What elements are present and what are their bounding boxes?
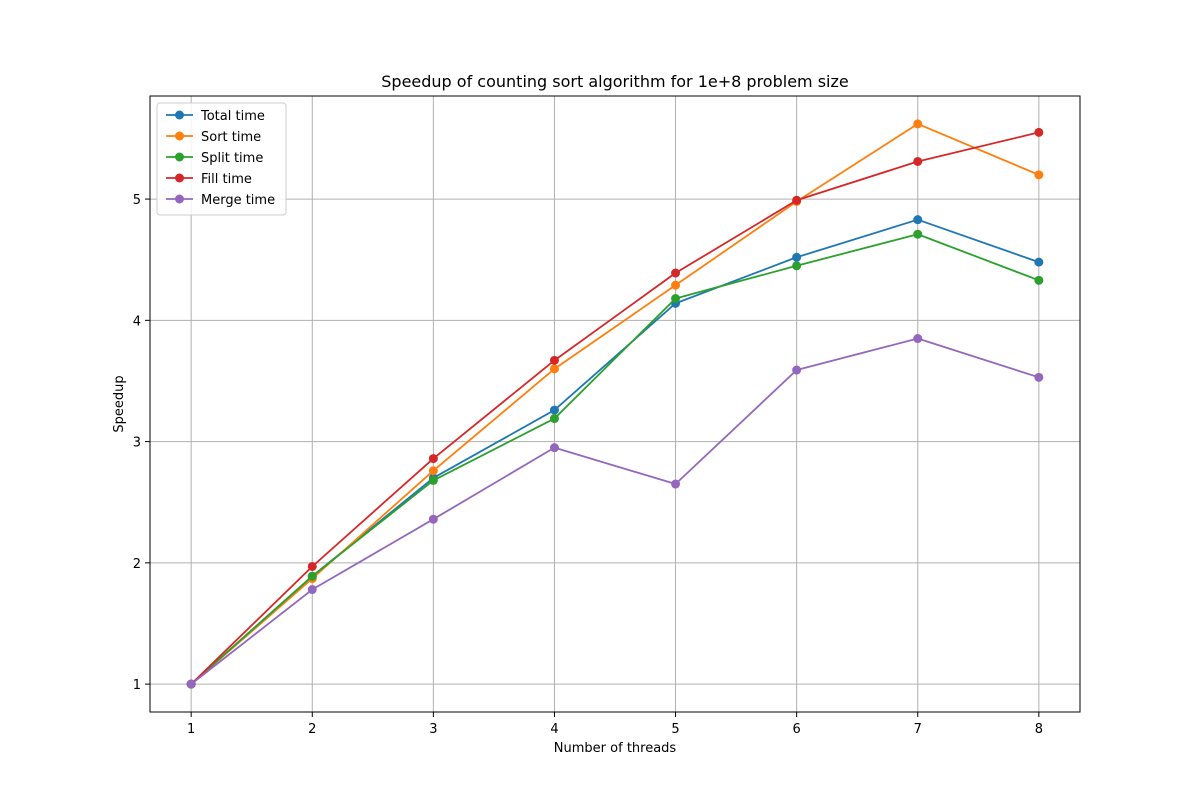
legend-swatch-marker bbox=[175, 111, 184, 120]
data-point-split-time bbox=[913, 230, 922, 239]
data-point-fill-time bbox=[792, 196, 801, 205]
y-tick-label: 1 bbox=[133, 678, 141, 693]
legend-swatch-marker bbox=[175, 195, 184, 204]
x-tick-label: 1 bbox=[187, 722, 195, 737]
data-point-split-time bbox=[1034, 276, 1043, 285]
data-point-merge-time bbox=[550, 443, 559, 452]
legend-label: Split time bbox=[201, 151, 263, 166]
data-point-split-time bbox=[671, 294, 680, 303]
data-point-sort-time bbox=[1034, 170, 1043, 179]
data-point-sort-time bbox=[671, 281, 680, 290]
y-tick-label: 2 bbox=[133, 557, 141, 572]
data-point-fill-time bbox=[671, 269, 680, 278]
data-point-sort-time bbox=[913, 119, 922, 128]
data-point-merge-time bbox=[187, 680, 196, 689]
data-point-total-time bbox=[913, 215, 922, 224]
data-point-split-time bbox=[792, 261, 801, 270]
data-point-fill-time bbox=[429, 454, 438, 463]
data-point-sort-time bbox=[429, 466, 438, 475]
data-point-merge-time bbox=[792, 366, 801, 375]
x-tick-label: 5 bbox=[671, 722, 679, 737]
x-tick-label: 6 bbox=[793, 722, 801, 737]
data-point-fill-time bbox=[308, 562, 317, 571]
data-point-split-time bbox=[429, 476, 438, 485]
x-tick-label: 4 bbox=[550, 722, 558, 737]
data-point-total-time bbox=[550, 406, 559, 415]
legend-label: Fill time bbox=[201, 172, 252, 187]
y-axis-label: Speedup bbox=[112, 375, 127, 432]
y-tick-label: 5 bbox=[133, 193, 141, 208]
x-axis-label: Number of threads bbox=[554, 741, 677, 756]
data-point-fill-time bbox=[913, 157, 922, 166]
legend-swatch-marker bbox=[175, 174, 184, 183]
legend-label: Sort time bbox=[201, 130, 261, 145]
data-point-split-time bbox=[308, 572, 317, 581]
legend-swatch-marker bbox=[175, 132, 184, 141]
y-tick-label: 3 bbox=[133, 436, 141, 451]
data-point-merge-time bbox=[1034, 373, 1043, 382]
y-tick-label: 4 bbox=[133, 314, 141, 329]
data-point-merge-time bbox=[913, 334, 922, 343]
data-point-fill-time bbox=[550, 356, 559, 365]
data-point-merge-time bbox=[671, 480, 680, 489]
legend-label: Merge time bbox=[201, 193, 275, 208]
data-point-merge-time bbox=[429, 515, 438, 524]
data-point-split-time bbox=[550, 414, 559, 423]
x-tick-label: 8 bbox=[1035, 722, 1043, 737]
x-tick-label: 3 bbox=[429, 722, 437, 737]
data-point-total-time bbox=[1034, 258, 1043, 267]
data-point-fill-time bbox=[1034, 128, 1043, 137]
data-point-merge-time bbox=[308, 585, 317, 594]
legend-label: Total time bbox=[200, 109, 265, 124]
chart-title: Speedup of counting sort algorithm for 1… bbox=[381, 72, 848, 91]
legend: Total time Sort time Split time Fill time Me… bbox=[157, 103, 286, 215]
x-tick-label: 2 bbox=[308, 722, 316, 737]
data-point-total-time bbox=[792, 253, 801, 262]
legend-swatch-marker bbox=[175, 153, 184, 162]
x-tick-label: 7 bbox=[914, 722, 922, 737]
data-point-sort-time bbox=[550, 364, 559, 373]
